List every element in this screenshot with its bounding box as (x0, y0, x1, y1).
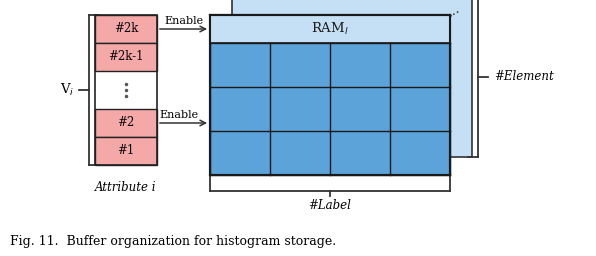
Text: Enable: Enable (159, 110, 198, 120)
Bar (210, 15, 450, 175)
Text: #1: #1 (117, 144, 135, 157)
Bar (95, 43, 157, 71)
Bar (232, 0, 472, 157)
Text: #Element: #Element (494, 70, 554, 83)
Text: #2: #2 (117, 116, 135, 130)
Text: #2k: #2k (114, 23, 138, 36)
Text: Attribute i: Attribute i (95, 181, 157, 194)
Text: Fig. 11.  Buffer organization for histogram storage.: Fig. 11. Buffer organization for histogr… (10, 235, 336, 248)
Bar (210, 15, 450, 43)
Bar (95, 137, 157, 165)
Text: #2k-1: #2k-1 (108, 50, 144, 63)
Text: Enable: Enable (164, 16, 203, 26)
Text: V$_i$: V$_i$ (60, 82, 74, 98)
Text: ...: ... (445, 2, 462, 20)
Bar (95, 109, 157, 137)
Text: #Label: #Label (309, 199, 352, 212)
Bar (95, 15, 157, 165)
Bar (95, 15, 157, 43)
Text: RAM$_l$: RAM$_l$ (311, 21, 349, 37)
